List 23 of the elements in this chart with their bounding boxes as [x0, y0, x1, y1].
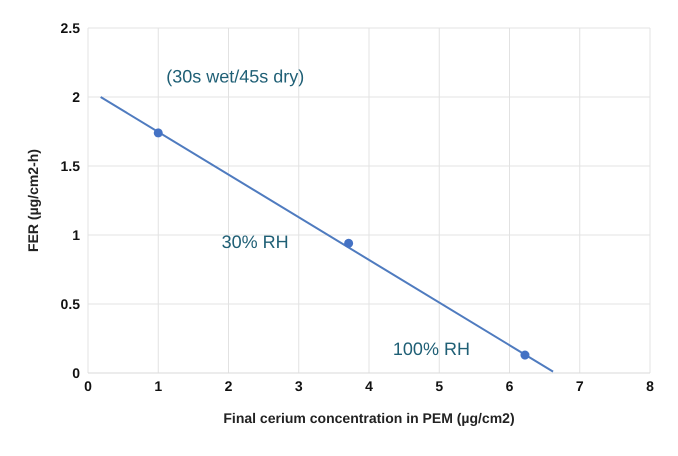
annotation: (30s wet/45s dry): [166, 66, 304, 87]
annotation: 30% RH: [222, 232, 289, 252]
x-tick-label: 1: [154, 378, 162, 394]
x-tick-label: 3: [294, 378, 303, 394]
x-tick-label: 5: [435, 378, 444, 394]
x-tick-label: 0: [84, 378, 92, 394]
x-tick-label: 8: [646, 378, 654, 394]
y-axis-title: FER (µg/cm2-h): [24, 149, 41, 252]
x-tick-label: 6: [506, 378, 514, 394]
y-tick-label: 0: [72, 364, 80, 381]
x-tick-label: 7: [576, 378, 584, 394]
y-tick-label: 1.5: [60, 158, 80, 174]
x-tick-label: 2: [224, 378, 233, 394]
point: [344, 238, 354, 248]
annotation: 100% RH: [392, 338, 470, 359]
point: [154, 128, 163, 138]
point: [520, 350, 530, 360]
y-tick-label: 2: [72, 88, 80, 105]
x-tick-label: 4: [365, 378, 374, 394]
x-axis-title: Final cerium concentration in PEM (µg/cm2): [223, 410, 515, 426]
y-tick-label: 0.5: [60, 296, 80, 312]
y-tick-label: 2.5: [60, 20, 80, 36]
y-tick-label: 1: [72, 226, 80, 243]
